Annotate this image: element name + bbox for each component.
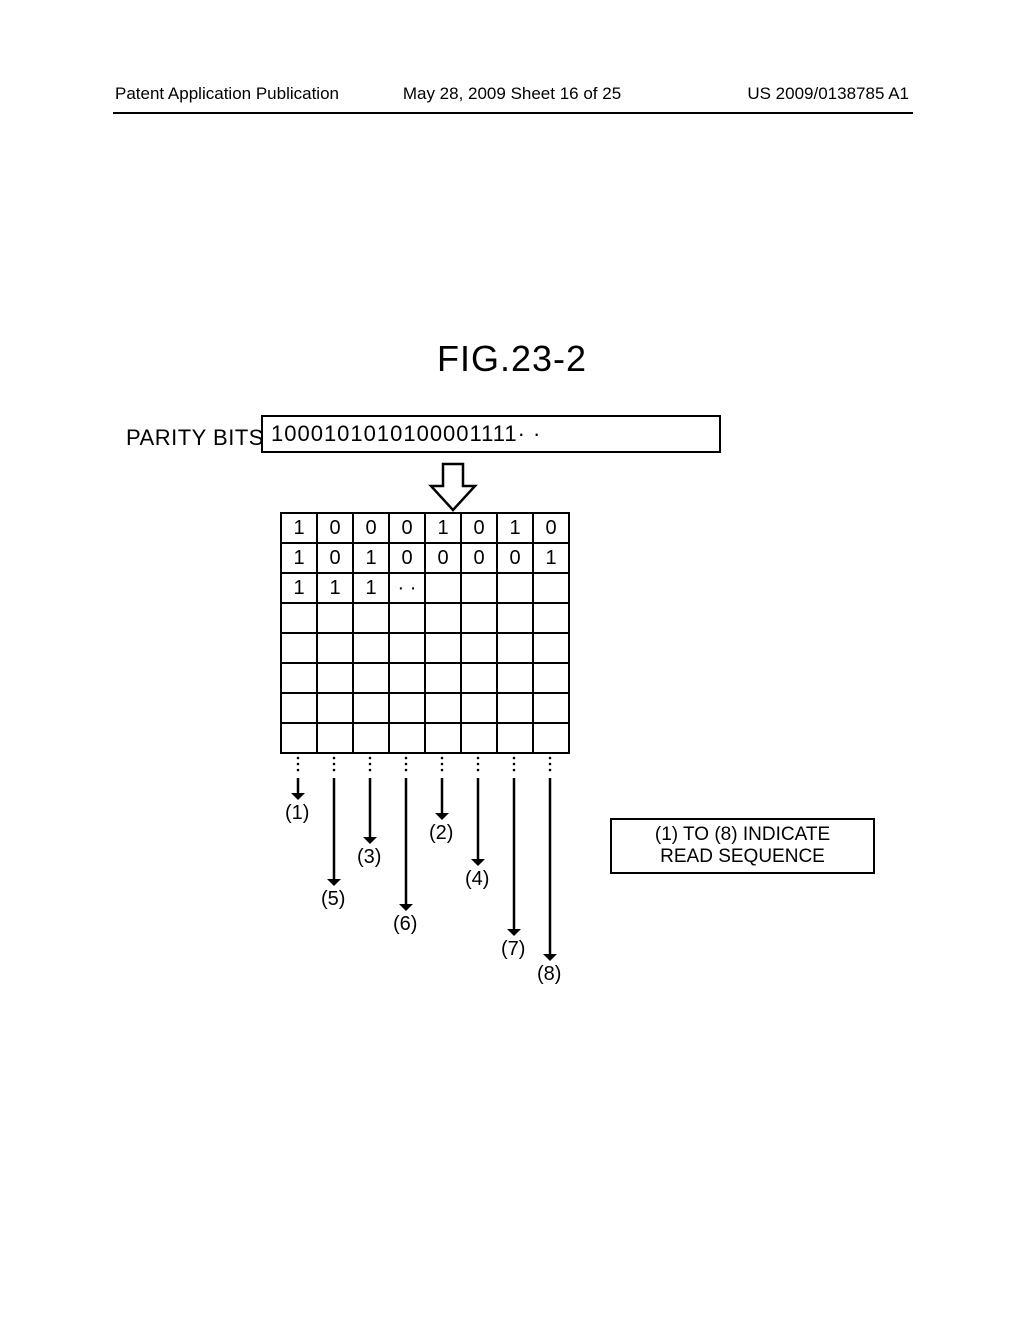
grid-cell [533,603,569,633]
grid-cell [461,663,497,693]
grid-cell [353,603,389,633]
grid-cell [353,723,389,753]
grid-cell: 1 [281,543,317,573]
grid-cell [281,693,317,723]
legend-line-2: READ SEQUENCE [660,846,825,868]
grid-cell [461,693,497,723]
grid-cell [353,693,389,723]
grid-cell [461,573,497,603]
grid-cell [425,663,461,693]
grid-cell [497,603,533,633]
grid-cell [353,663,389,693]
read-arrow-label: (8) [537,963,561,986]
grid-cell [389,603,425,633]
grid-cell: 0 [317,543,353,573]
grid-cell [497,573,533,603]
grid-cell: 0 [389,513,425,543]
grid-cell [425,603,461,633]
grid-cell: 0 [497,543,533,573]
grid-cell [461,723,497,753]
read-sequence-legend: (1) TO (8) INDICATE READ SEQUENCE [610,818,875,874]
read-arrow-icon [361,756,379,848]
read-arrow-icon [289,756,307,804]
grid-cell [425,693,461,723]
grid-cell [497,693,533,723]
grid-cell [281,723,317,753]
read-sequence-arrows: (1) (2) (3) (4) (5) (6) (7) (8) [280,756,580,1016]
figure-title: FIG.23-2 [0,338,1024,380]
grid-cell [497,723,533,753]
read-arrow-label: (3) [357,846,381,869]
grid-cell [497,663,533,693]
parity-bits-box: 1000101010100001111· · [261,415,721,453]
read-arrow-label: (7) [501,938,525,961]
grid-cell [497,633,533,663]
grid-cell: 0 [389,543,425,573]
grid-cell [353,633,389,663]
grid-cell: 1 [533,543,569,573]
grid-cell [389,633,425,663]
read-arrow-label: (1) [285,802,309,825]
page: Patent Application Publication May 28, 2… [0,0,1024,1320]
header-rule [113,112,913,114]
read-arrow-label: (6) [393,913,417,936]
grid-cell: 1 [353,543,389,573]
read-arrow-icon [397,756,415,915]
parity-bits-label: PARITY BITS [126,425,264,451]
legend-line-1: (1) TO (8) INDICATE [655,824,830,846]
grid-cell [317,603,353,633]
grid-cell: 0 [461,543,497,573]
grid-cell [425,573,461,603]
grid-cell [533,693,569,723]
grid-cell [425,723,461,753]
read-arrow-label: (2) [429,822,453,845]
grid-cell [389,663,425,693]
read-arrow-icon [505,756,523,940]
grid-cell [533,663,569,693]
grid-cell [281,603,317,633]
grid-cell: 1 [353,573,389,603]
grid-cell: 0 [425,543,461,573]
grid-cell [281,633,317,663]
grid-cell [461,633,497,663]
down-arrow-icon [425,460,481,516]
bit-grid: 1000101010100001111· · [280,512,570,754]
grid-cell: · · [389,573,425,603]
grid-cell: 0 [533,513,569,543]
header-right: US 2009/0138785 A1 [747,84,909,104]
read-arrow-icon [541,756,559,965]
read-arrow-icon [325,756,343,890]
grid-cell: 1 [281,573,317,603]
read-arrow-label: (4) [465,868,489,891]
grid-cell: 0 [461,513,497,543]
grid-cell [461,603,497,633]
grid-cell [389,693,425,723]
grid-cell [425,633,461,663]
grid-cell [533,723,569,753]
read-arrow-icon [469,756,487,870]
grid-cell [317,693,353,723]
parity-bits-value: 1000101010100001111· · [271,421,541,447]
grid-cell [281,663,317,693]
grid-cell [317,723,353,753]
grid-cell [317,663,353,693]
grid-cell [317,633,353,663]
grid-cell: 0 [353,513,389,543]
grid-cell: 1 [317,573,353,603]
grid-cell: 1 [281,513,317,543]
grid-cell [533,633,569,663]
read-arrow-label: (5) [321,888,345,911]
grid-cell: 1 [497,513,533,543]
grid-cell: 1 [425,513,461,543]
grid-cell: 0 [317,513,353,543]
read-arrow-icon [433,756,451,824]
grid-cell [389,723,425,753]
grid-cell [533,573,569,603]
